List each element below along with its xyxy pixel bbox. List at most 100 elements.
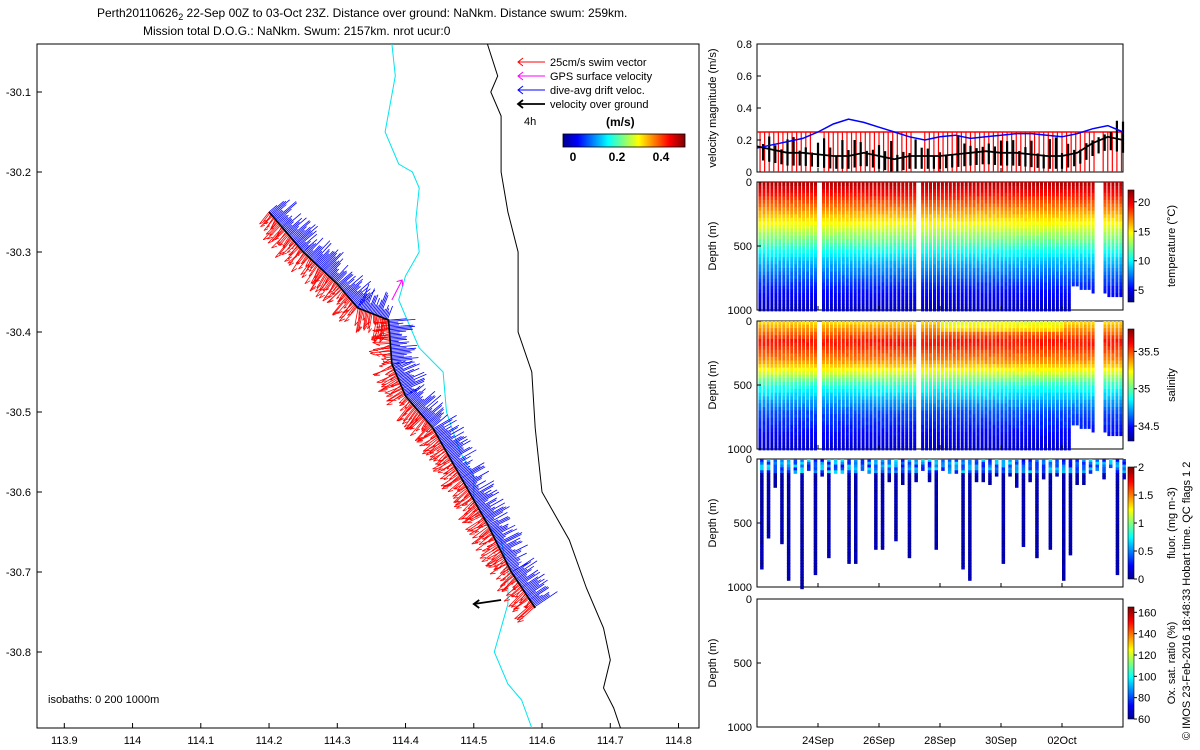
profile-cell: [806, 424, 810, 429]
profile-cell: [782, 196, 786, 201]
profile-cell: [960, 293, 964, 298]
profile-cell: [1040, 239, 1043, 244]
profile-cell: [869, 242, 873, 247]
profile-cell: [766, 385, 770, 390]
profile-cell: [837, 275, 841, 280]
profile-cell: [766, 268, 770, 272]
profile-cell: [1119, 182, 1123, 186]
swim-vector: [363, 311, 368, 331]
drift-vector: [280, 215, 293, 226]
profile-cell: [841, 235, 845, 240]
profile-cell: [837, 210, 841, 215]
profile-cell: [865, 253, 869, 258]
profile-cell: [806, 268, 810, 272]
profile-cell: [1115, 246, 1119, 251]
profile-cell: [794, 192, 798, 197]
profile-cell: [905, 228, 909, 233]
profile-cell: [798, 328, 802, 333]
profile-cell: [837, 300, 841, 305]
swim-vector: [310, 267, 321, 284]
profile-cell: [770, 293, 774, 298]
profile-cell: [1079, 275, 1083, 280]
profile-cell: [925, 264, 929, 269]
profile-cell: [976, 303, 980, 308]
drift-vector: [276, 208, 292, 222]
profile-cell: [1016, 221, 1020, 226]
profile-cell: [988, 203, 992, 208]
profile-cell: [1071, 282, 1075, 287]
profile-cell: [790, 421, 794, 426]
profile-cell: [798, 264, 802, 269]
profile-cell: [853, 300, 857, 305]
profile-cell: [798, 403, 802, 408]
profile-cell: [766, 360, 770, 365]
profile-cell: [1032, 235, 1036, 240]
profile-cell: [790, 250, 794, 255]
profile-cell: [1016, 303, 1020, 308]
drift-vector: [531, 591, 550, 604]
profile-cell: [802, 417, 806, 422]
swim-vector: [267, 227, 283, 244]
profile-cell: [833, 246, 837, 251]
profile-cell: [925, 246, 929, 251]
drift-vector: [481, 506, 495, 515]
profile-cell: [877, 192, 881, 197]
profile-cell: [980, 221, 984, 226]
profile-cell: [897, 182, 901, 186]
profile-cell: [956, 217, 960, 222]
profile-cell: [794, 239, 798, 244]
profile-cell: [829, 214, 833, 219]
profile-cell: [786, 232, 790, 237]
profile-cell: [869, 210, 873, 215]
swim-vector: [518, 604, 534, 619]
profile-cell: [909, 235, 913, 240]
profile-cell: [1032, 250, 1036, 255]
profile-cell: [901, 250, 905, 255]
swim-vector-head: [398, 401, 402, 404]
profile-cell: [956, 282, 960, 287]
profile-cell: [810, 371, 814, 376]
profile-cell: [837, 271, 841, 276]
isobath-1000m: [486, 44, 621, 728]
drift-vector: [308, 245, 320, 258]
profile-cell: [913, 192, 917, 197]
profile-cell: [956, 182, 960, 186]
profile-cell: [806, 367, 810, 372]
profile-cell: [822, 353, 825, 358]
profile-cell: [1008, 303, 1012, 308]
profile-cell: [889, 207, 893, 212]
profile-cell: [853, 185, 857, 190]
profile-cell: [1020, 285, 1024, 290]
profile-cell: [798, 278, 802, 283]
swim-vector: [311, 268, 322, 285]
profile-cell: [1040, 296, 1043, 301]
profile-cell: [1071, 239, 1075, 244]
profile-cell: [1020, 192, 1024, 197]
profile-cell: [849, 271, 853, 276]
profile-cell: [766, 321, 770, 325]
profile-cell: [1059, 268, 1063, 272]
profile-cell: [1036, 253, 1040, 258]
profile-cell: [1091, 242, 1095, 247]
profile-cell: [1063, 239, 1067, 244]
profile-cell: [806, 385, 810, 390]
profile-cell: [849, 217, 853, 222]
profile-cell: [857, 210, 861, 215]
drift-vector: [351, 287, 368, 302]
profile-cell: [814, 435, 817, 440]
drift-vector: [286, 221, 300, 234]
profile-cell: [1107, 289, 1111, 294]
profile-cell: [766, 228, 770, 233]
profile-cell: [1048, 278, 1051, 283]
profile-cell: [1103, 264, 1107, 269]
profile-cell: [810, 303, 814, 308]
swim-vector: [430, 433, 437, 439]
profile-cell: [944, 278, 948, 283]
profile-cell: [897, 189, 901, 194]
profile-cell: [1008, 239, 1012, 244]
profile-cell: [905, 268, 909, 272]
profile-cell: [1067, 282, 1071, 287]
profile-cell: [790, 324, 794, 329]
profile-cell: [948, 307, 952, 312]
swim-vector-head: [288, 253, 293, 256]
